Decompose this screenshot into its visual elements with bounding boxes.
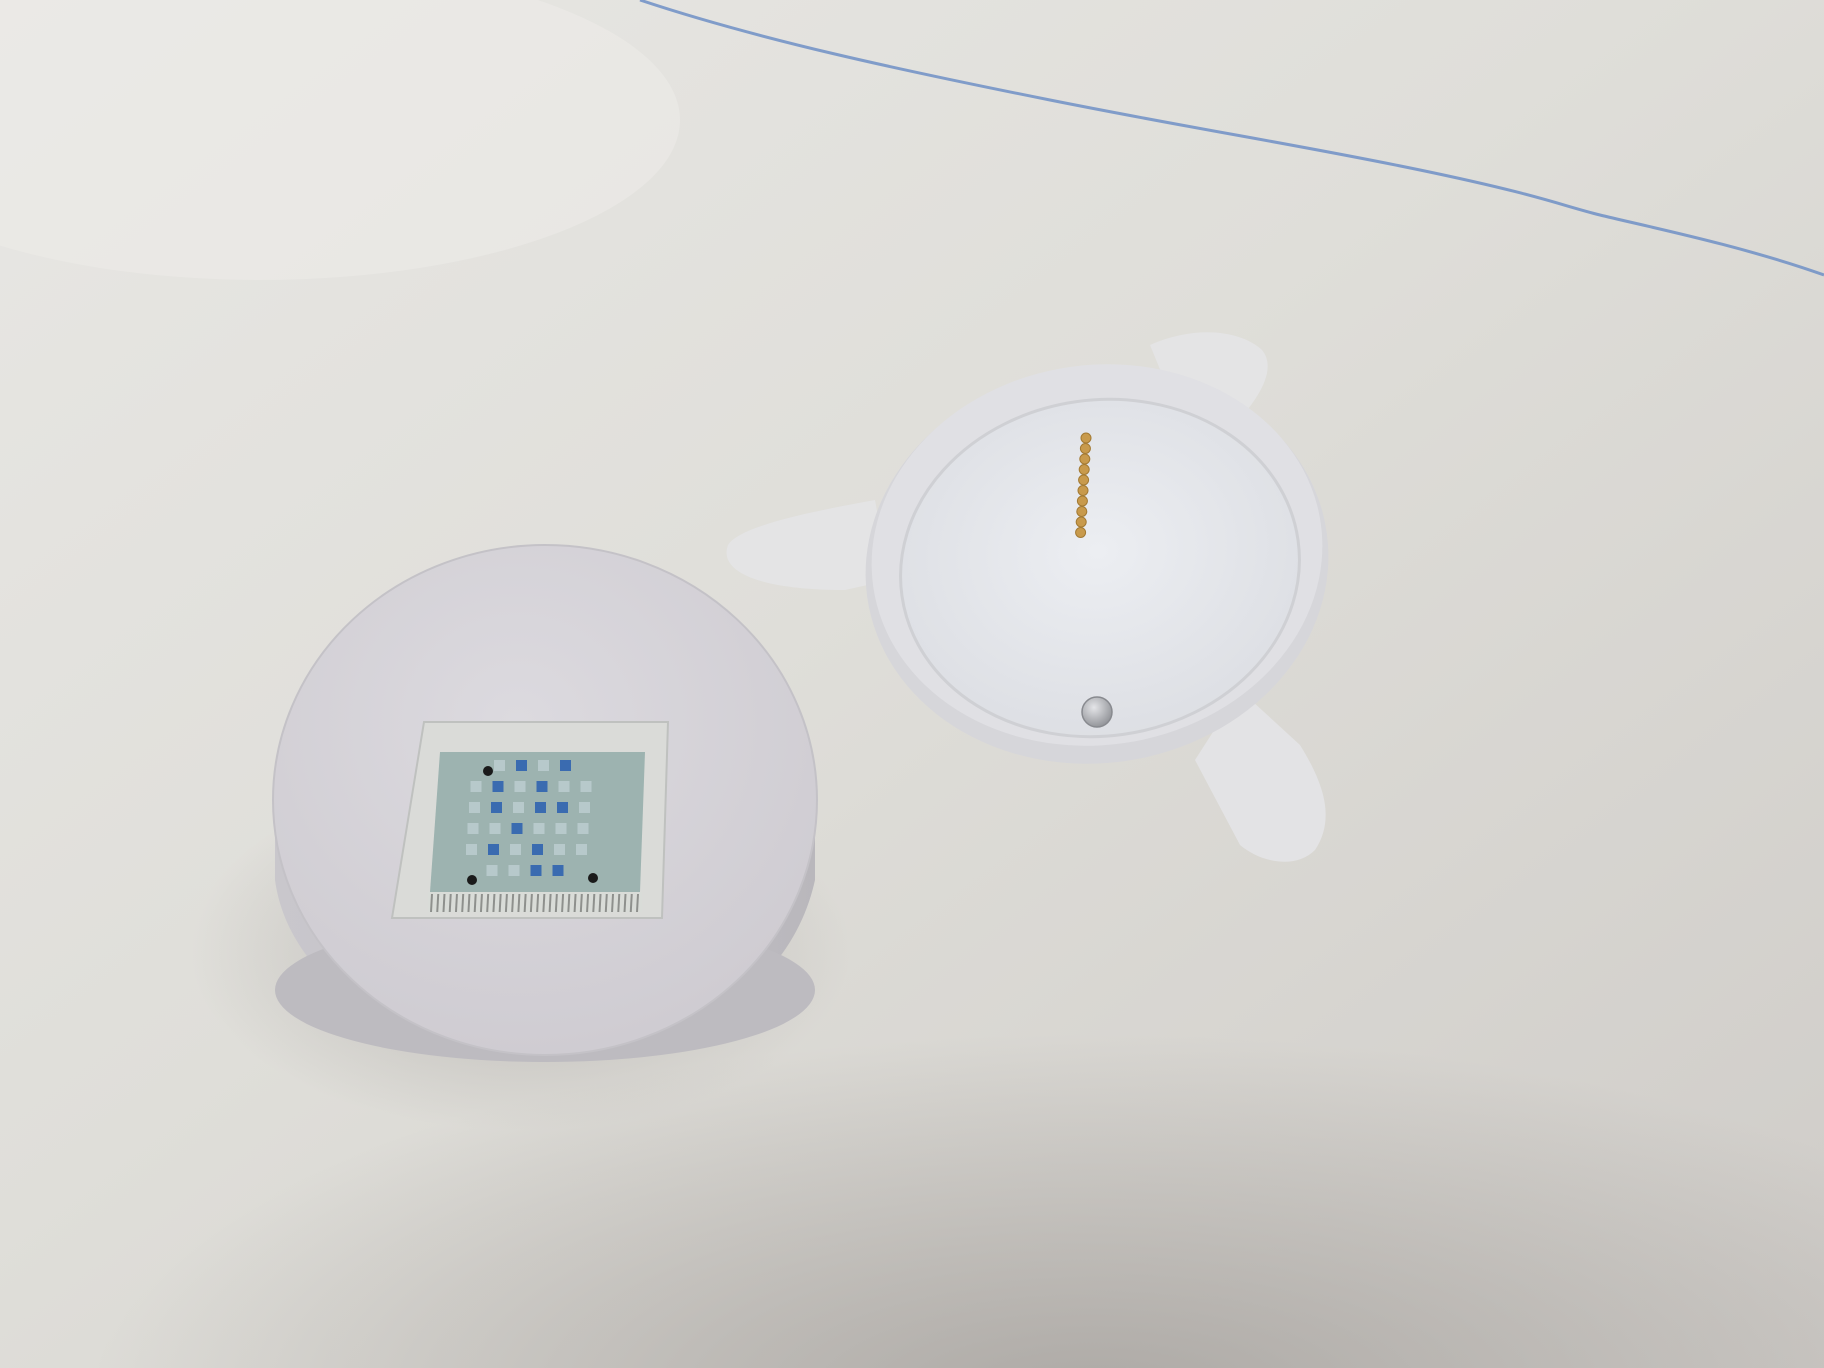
- flanged-lid: [726, 332, 1329, 862]
- chip-inactive-pixel: [469, 802, 480, 813]
- gold-pin: [1076, 506, 1088, 517]
- contact-finger: [617, 893, 621, 913]
- chip-inactive-pixel: [494, 760, 505, 771]
- chip-inactive-pixel: [577, 823, 589, 834]
- chip-active-pixel: [491, 802, 502, 813]
- contact-finger: [473, 893, 477, 913]
- chip-inactive-pixel: [508, 865, 520, 876]
- contact-finger: [517, 893, 521, 913]
- chip-inactive-pixel: [579, 802, 590, 813]
- chip-inactive-pixel: [554, 844, 565, 855]
- chip-inactive-pixel: [580, 781, 592, 792]
- chip-inactive-pixel: [489, 823, 501, 834]
- puck-top-edge: [272, 544, 818, 1056]
- lid-inner-surface: [899, 397, 1301, 739]
- sensor-chip: [390, 721, 670, 919]
- chip-active-pixel: [492, 781, 504, 792]
- chip-contact-strip: [428, 892, 642, 912]
- chip-active-pixel: [530, 865, 542, 876]
- contact-finger: [604, 893, 608, 913]
- chip-inactive-pixel: [466, 844, 477, 855]
- chip-inactive-pixel: [486, 865, 498, 876]
- lid-flange-tab: [1195, 690, 1326, 862]
- chip-inactive-pixel: [513, 802, 524, 813]
- contact-finger: [430, 893, 433, 913]
- contact-finger: [573, 893, 577, 913]
- sheet-highlight: [0, 0, 680, 280]
- contact-finger: [442, 893, 446, 913]
- chip-active-pixel: [536, 781, 548, 792]
- chip-inactive-pixel: [538, 760, 549, 771]
- chip-active-pixel: [557, 802, 568, 813]
- chip-active-pixel: [560, 760, 571, 771]
- chip-active-pixel: [488, 844, 499, 855]
- contact-finger: [436, 893, 440, 913]
- contact-finger: [567, 893, 571, 913]
- contact-finger: [523, 893, 527, 913]
- chip-fiducial-dot: [467, 875, 477, 885]
- chip-active-pixel: [516, 760, 527, 771]
- chip-inactive-pixel: [576, 844, 587, 855]
- chip-active-pixel: [532, 844, 543, 855]
- contact-finger: [586, 893, 590, 913]
- chip-inactive-pixel: [470, 781, 482, 792]
- gold-pin: [1077, 485, 1089, 496]
- contact-finger: [529, 893, 533, 913]
- chip-active-pixel: [552, 865, 564, 876]
- gold-pogo-pins: [1075, 432, 1092, 538]
- sheet-stitch-line: [639, 0, 1824, 277]
- contact-finger: [598, 893, 602, 913]
- contact-finger: [623, 893, 627, 913]
- contact-finger: [504, 893, 508, 913]
- gold-pin: [1080, 432, 1092, 444]
- gold-pin: [1076, 495, 1088, 507]
- contact-finger: [579, 893, 583, 913]
- sensor-puck: [190, 544, 850, 1130]
- gold-pin: [1079, 443, 1091, 454]
- lid-flange-tab: [726, 500, 890, 590]
- chip-inactive-pixel: [533, 823, 545, 834]
- gold-pin: [1078, 474, 1090, 486]
- chip-active-pixel: [535, 802, 546, 813]
- chip-fiducial-dot: [483, 766, 493, 776]
- contact-finger: [498, 893, 502, 913]
- contact-finger: [592, 893, 596, 913]
- contact-finger: [461, 893, 465, 913]
- round-magnet: [1081, 696, 1113, 728]
- contact-finger: [454, 893, 458, 913]
- contact-finger: [629, 893, 633, 913]
- contact-finger: [548, 893, 552, 913]
- contact-finger: [486, 893, 490, 913]
- chip-inactive-pixel: [558, 781, 570, 792]
- chip-inactive-pixel: [514, 781, 526, 792]
- contact-finger: [561, 893, 565, 913]
- gold-pin: [1078, 464, 1090, 475]
- gold-pin: [1075, 516, 1087, 528]
- contact-finger: [511, 893, 515, 913]
- contact-finger: [492, 893, 496, 913]
- chip-inactive-pixel: [467, 823, 479, 834]
- chip-active-pixel: [511, 823, 523, 834]
- chip-inactive-pixel: [555, 823, 567, 834]
- contact-finger: [467, 893, 471, 913]
- chip-contact-fingers: [430, 893, 639, 913]
- contact-finger: [636, 893, 639, 913]
- contact-finger: [448, 893, 452, 913]
- chip-pixel-array: [466, 760, 592, 876]
- contact-finger: [479, 893, 483, 913]
- gold-pin: [1075, 527, 1087, 538]
- contact-finger: [611, 893, 615, 913]
- chip-inactive-pixel: [510, 844, 521, 855]
- contact-finger: [554, 893, 558, 913]
- contact-finger: [542, 893, 546, 913]
- chip-fiducial-dot: [588, 873, 598, 883]
- contact-finger: [536, 893, 540, 913]
- gold-pin: [1079, 453, 1091, 465]
